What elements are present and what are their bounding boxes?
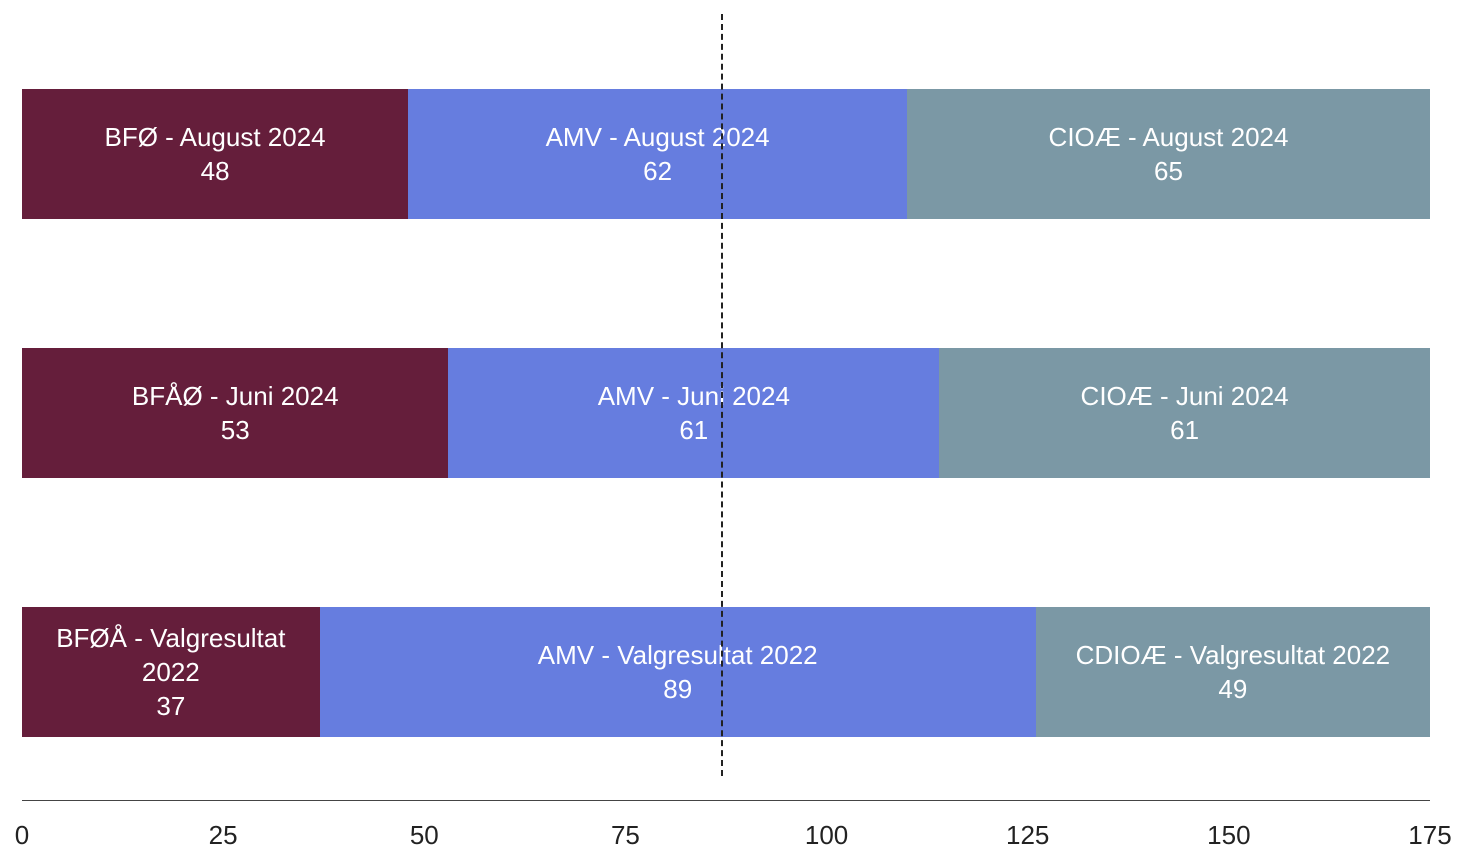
bar-segment: CIOÆ - August 2024 65 [907,89,1430,219]
x-tick-label: 75 [610,820,640,850]
bar-segment: CDIOÆ - Valgresultat 2022 49 [1035,607,1430,737]
bar-segment: CIOÆ - Juni 2024 61 [939,348,1430,478]
data-label: 48 [200,156,230,186]
majority-line [720,14,723,776]
x-tick-label: 125 [1006,820,1050,850]
segment-label: AMV - Juni 2024 [597,381,790,411]
x-tick-label: 175 [1408,820,1452,850]
data-label: 61 [1170,415,1200,445]
data-label: 37 [156,691,186,721]
data-label: 62 [643,156,673,186]
data-label: 61 [679,415,709,445]
bar-segment: BFØ - August 2024 48 [22,89,409,219]
data-label: 49 [1218,674,1248,704]
segment-label: CIOÆ - Juni 2024 [1080,381,1289,411]
segment-label: AMV - August 2024 [545,122,770,152]
data-label: 89 [663,674,693,704]
bar-segment: BFÅØ - Juni 2024 53 [22,348,449,478]
segment-label: AMV - Valgresultat 2022 [537,640,818,670]
bar-segment: AMV - Valgresultat 2022 89 [319,607,1036,737]
segment-label: CDIOÆ - Valgresultat 2022 [1075,640,1391,670]
bar-segment: AMV - August 2024 62 [408,89,908,219]
x-tick-label: 0 [14,820,30,850]
x-tick-label: 50 [409,820,439,850]
x-tick-label: 100 [804,820,849,850]
segment-label: BFØÅ - Valgresultat 2022 [56,623,286,687]
segment-label: CIOÆ - August 2024 [1048,122,1289,152]
data-label: 65 [1154,156,1183,186]
x-tick-label: 25 [208,820,238,850]
x-tick-label: 150 [1207,820,1251,850]
segment-label: BFØ - August 2024 [104,122,326,152]
segment-label: BFÅØ - Juni 2024 [131,381,339,411]
bar-segment: BFØÅ - Valgresultat 2022 37 [22,607,320,737]
bar-segment: AMV - Juni 2024 61 [448,348,940,478]
x-axis-line [22,800,1430,801]
data-label: 53 [220,415,250,445]
